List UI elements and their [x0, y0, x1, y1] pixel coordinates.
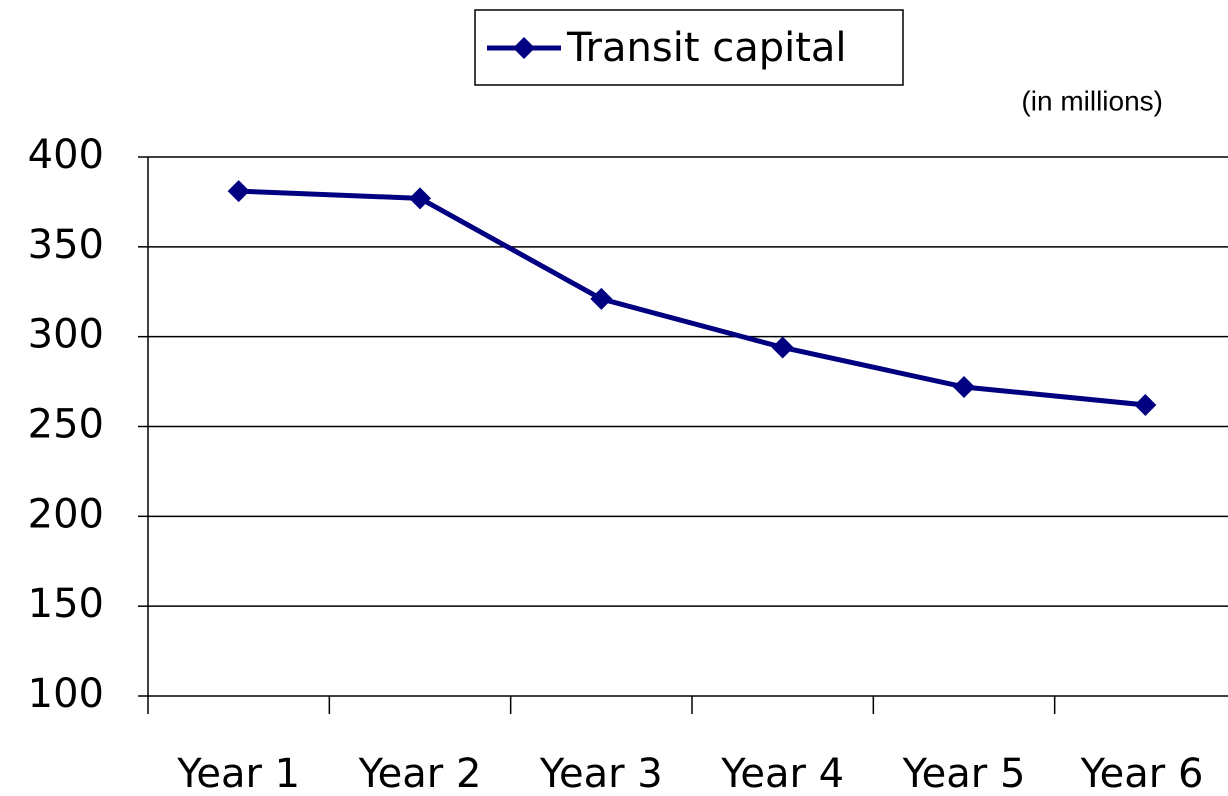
x-tick-label: Year 4	[720, 751, 844, 796]
legend-label: Transit capital	[566, 25, 847, 71]
x-tick-label: Year 3	[539, 751, 663, 796]
series-line	[238, 188, 1146, 408]
y-tick-label: 200	[28, 491, 104, 537]
y-tick-label: 400	[28, 132, 104, 178]
y-tick-label: 350	[28, 222, 104, 268]
x-tick-label: Year 6	[1080, 751, 1204, 796]
x-tick-label: Year 5	[902, 751, 1026, 796]
data-point	[771, 336, 794, 359]
chart-subtitle: (in millions)	[1021, 85, 1163, 116]
data-point	[590, 287, 613, 310]
x-tick-label: Year 2	[358, 751, 482, 796]
x-tick-label: Year 1	[176, 751, 300, 796]
y-tick-label: 300	[28, 312, 104, 358]
data-point	[409, 187, 431, 210]
data-point	[227, 180, 250, 203]
legend-marker	[513, 37, 535, 59]
y-tick-label: 250	[28, 402, 104, 448]
data-point	[1134, 393, 1157, 416]
data-point	[953, 375, 975, 398]
y-tick-label: 150	[28, 581, 104, 627]
y-tick-label: 100	[28, 671, 104, 717]
